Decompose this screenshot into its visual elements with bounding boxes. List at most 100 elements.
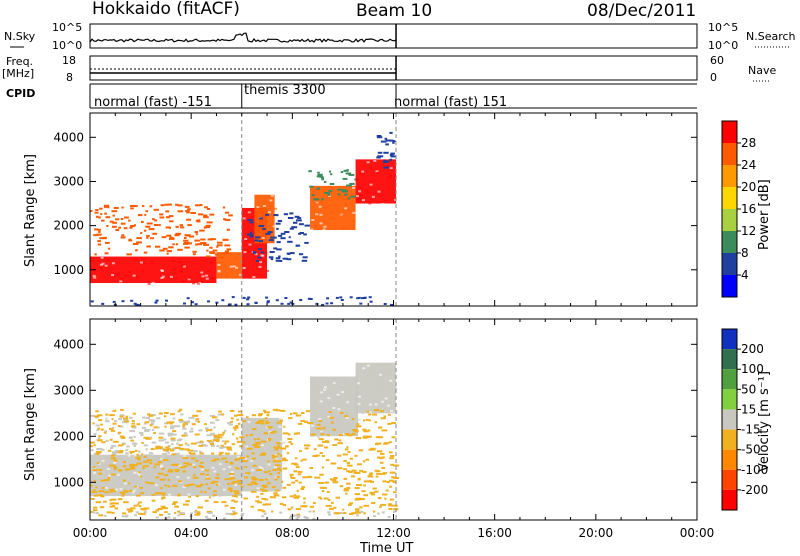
scatter-cell <box>298 422 303 425</box>
ground-cell <box>101 302 105 305</box>
scatter-cell <box>335 396 339 399</box>
scatter-cell <box>249 221 254 224</box>
scatter-cell <box>298 223 304 226</box>
scatter-cell <box>161 236 167 239</box>
scatter-cell <box>381 371 385 373</box>
scatter-cell <box>384 137 388 140</box>
scatter-cell <box>171 443 174 446</box>
scatter-cell <box>255 448 259 450</box>
scatter-cell <box>385 160 390 163</box>
scatter-cell <box>95 209 99 211</box>
scatter-cell <box>140 434 144 437</box>
scatter-cell <box>203 243 209 246</box>
scatter-cell <box>268 211 271 214</box>
ground-cell <box>369 300 373 303</box>
scatter-cell <box>354 471 361 474</box>
scatter-cell <box>145 225 151 228</box>
velocity-ylabel: Slant Range [km] <box>23 368 38 481</box>
scatter-cell <box>96 429 100 432</box>
scatter-cell <box>164 484 167 487</box>
scatter-cell <box>105 216 111 219</box>
scatter-cell <box>362 470 367 473</box>
scatter-cell <box>175 225 179 228</box>
scatter-cell <box>157 472 164 475</box>
scatter-cell <box>341 386 345 389</box>
scatter-cell <box>355 425 362 428</box>
scatter-cell <box>371 502 376 504</box>
ground-cell <box>327 511 331 514</box>
scatter-cell <box>381 467 386 469</box>
power-colorbar-tick-label: 20 <box>741 180 756 194</box>
velocity-colorbar-frame <box>721 328 738 511</box>
scatter-cell <box>258 432 262 435</box>
scatter-cell <box>285 445 289 448</box>
scatter-cell <box>260 422 265 425</box>
scatter-cell <box>330 217 334 220</box>
scatter-cell <box>117 425 121 427</box>
freq-tick-high: 18 <box>62 54 76 67</box>
scatter-cell <box>274 464 281 467</box>
scatter-cell <box>339 402 343 405</box>
scatter-cell <box>248 243 252 246</box>
scatter-cell <box>167 432 174 435</box>
scatter-cell <box>216 244 223 247</box>
scatter-cell <box>362 435 366 438</box>
scatter-cell <box>229 461 233 464</box>
scatter-cell <box>236 467 240 470</box>
scatter-cell <box>170 413 175 416</box>
scatter-cell <box>287 433 291 436</box>
scatter-cell <box>200 490 203 493</box>
scatter-cell <box>188 276 192 279</box>
scatter-cell <box>198 213 204 216</box>
scatter-cell <box>321 454 325 457</box>
scatter-cell <box>242 460 248 462</box>
scatter-cell <box>167 480 171 483</box>
scatter-cell <box>228 466 232 468</box>
scatter-cell <box>319 431 323 434</box>
scatter-cell <box>98 435 102 438</box>
scatter-cell <box>143 229 147 232</box>
scatter-cell <box>342 177 348 180</box>
scatter-cell <box>129 205 136 207</box>
scatter-cell <box>108 464 115 467</box>
scatter-cell <box>129 436 133 439</box>
scatter-cell <box>323 388 327 391</box>
scatter-cell <box>377 190 381 193</box>
scatter-cell <box>130 425 136 428</box>
velocity-colorbar-swatch <box>722 449 737 470</box>
ground-cell <box>191 301 194 304</box>
ground-cell <box>227 303 231 306</box>
scatter-cell <box>296 489 299 492</box>
scatter-cell <box>157 461 163 464</box>
scatter-cell <box>319 213 323 216</box>
ground-cell <box>363 296 367 299</box>
ground-cell <box>173 517 177 520</box>
scatter-cell <box>204 469 210 472</box>
scatter-cell <box>319 201 323 204</box>
ground-cell <box>209 511 213 514</box>
scatter-cell <box>95 410 99 413</box>
ground-cell <box>381 511 385 514</box>
scatter-cell <box>283 213 289 216</box>
scatter-cell <box>222 206 226 209</box>
scatter-cell <box>175 243 179 246</box>
scatter-cell <box>158 412 163 415</box>
scatter-cell <box>329 425 332 428</box>
scatter-cell <box>217 436 223 439</box>
scatter-cell <box>168 493 171 496</box>
ground-cell <box>326 297 330 300</box>
scatter-cell <box>271 215 274 218</box>
scatter-cell <box>372 510 376 513</box>
ground-cell <box>136 304 140 306</box>
scatter-cell <box>371 195 375 198</box>
scatter-cell <box>338 439 342 442</box>
scatter-cell <box>261 489 266 492</box>
scatter-cell <box>330 173 333 176</box>
scatter-cell <box>247 483 253 486</box>
scatter-cell <box>174 505 178 508</box>
scatter-cell <box>288 417 293 420</box>
velocity-colorbar-swatch <box>722 469 737 490</box>
scatter-cell <box>218 453 222 456</box>
scatter-cell <box>109 446 114 449</box>
scatter-cell <box>349 193 353 196</box>
